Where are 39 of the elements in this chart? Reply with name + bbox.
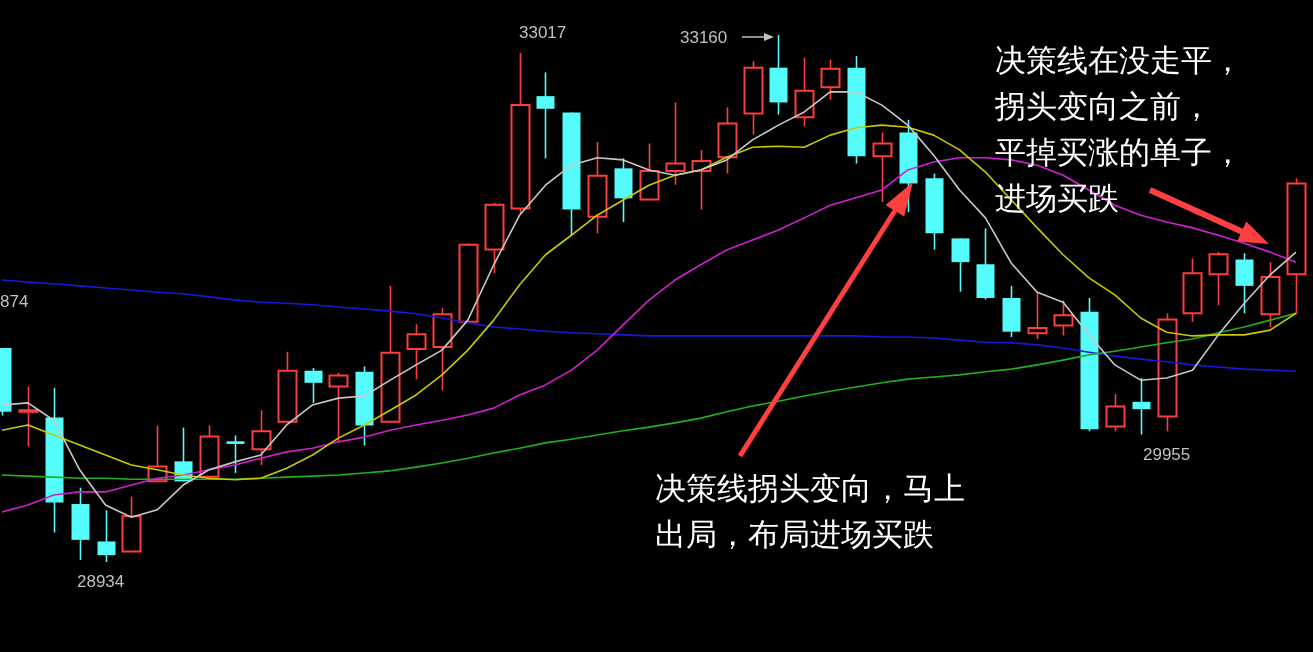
candlestick: [406, 323, 427, 380]
candlestick: [304, 367, 323, 404]
candlestick: [665, 101, 686, 186]
candlestick: [691, 149, 712, 211]
candlestick: [18, 385, 39, 448]
candlestick: [1182, 257, 1203, 323]
text: 28934: [77, 572, 125, 591]
candlestick: [794, 56, 815, 127]
candlestick: [432, 307, 453, 391]
candlestick: [1027, 290, 1048, 340]
candlestick: [587, 141, 608, 234]
candlestick: [1260, 261, 1281, 328]
candlestick: [1132, 377, 1151, 436]
candlestick: [121, 495, 142, 553]
candlestick: [97, 509, 116, 563]
candlestick: [1208, 251, 1229, 307]
candlestick: [484, 202, 505, 274]
annotation: 决策线拐头变向，马上出局，布局进场买跌: [655, 470, 965, 554]
candlestick: [872, 131, 893, 203]
candlestick: [328, 372, 349, 443]
candlestick: [1053, 299, 1074, 337]
candlestick: [743, 60, 764, 136]
candlestick: [510, 52, 531, 214]
annotation: 33160: [680, 28, 728, 47]
candlestick: [639, 142, 660, 201]
candlestick: [380, 285, 401, 423]
candlestick: [226, 434, 245, 474]
candlestick: [251, 409, 272, 466]
candlestick: [147, 424, 168, 483]
candlestick: [1286, 177, 1307, 316]
annotation: 29955: [1143, 445, 1191, 464]
candlestick: [277, 350, 298, 423]
annotation: 33017: [519, 23, 567, 42]
annotation: 874: [0, 292, 29, 311]
candlestick: [820, 58, 841, 101]
candlestick: [536, 71, 555, 160]
candlestick: [951, 237, 970, 293]
candlestick: [717, 106, 738, 175]
candlestick: [1157, 312, 1178, 433]
